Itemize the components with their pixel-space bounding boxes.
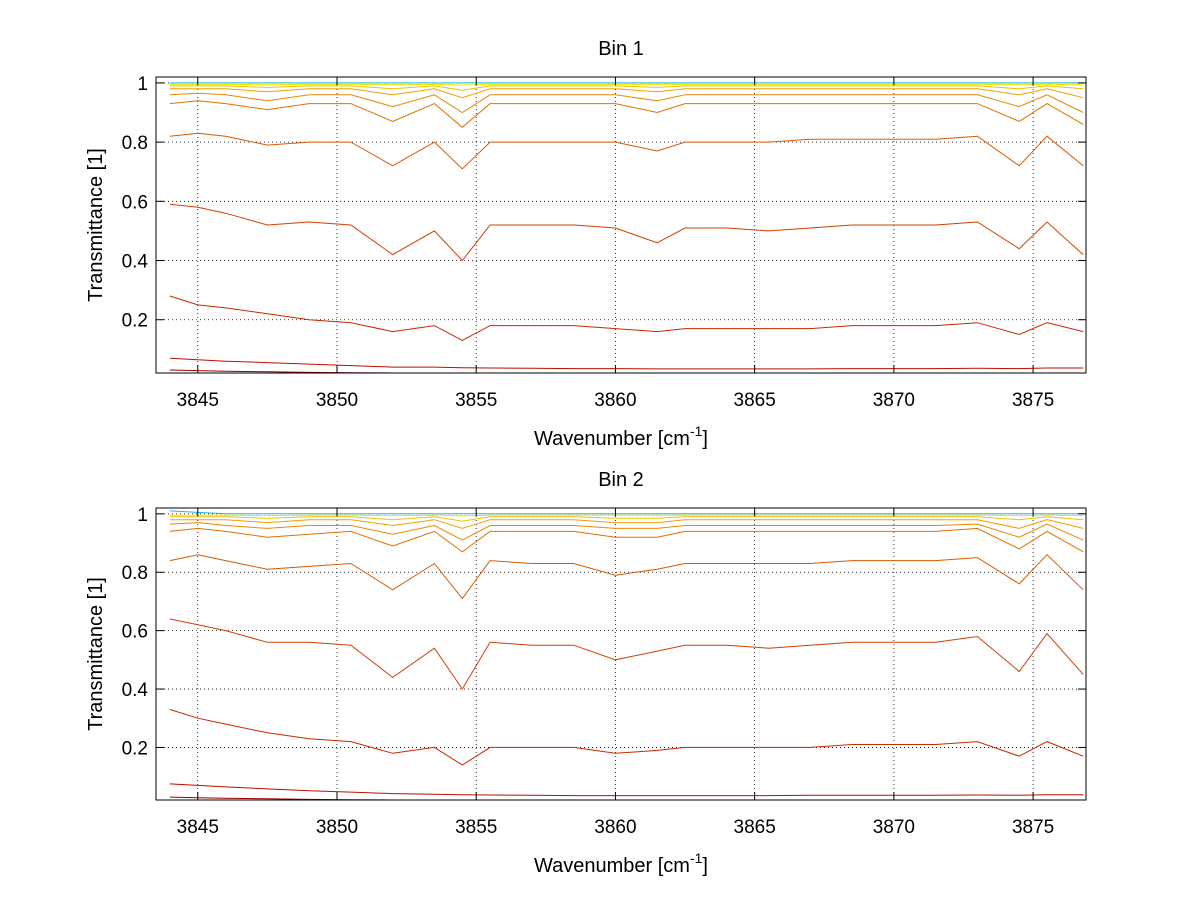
chart-title: Bin 1 xyxy=(598,38,644,60)
series-line-2 xyxy=(169,83,1084,86)
x-tick-label: 3855 xyxy=(455,817,497,838)
series-line-9 xyxy=(169,295,1084,341)
series-line-3 xyxy=(169,85,1084,91)
y-tick-label: 0.8 xyxy=(122,133,148,154)
x-tick-label: 3850 xyxy=(316,390,358,411)
chart-title: Bin 2 xyxy=(598,469,644,491)
series-line-9 xyxy=(169,709,1084,766)
x-tick-label: 3855 xyxy=(455,390,497,411)
y-tick-label: 0.4 xyxy=(122,252,149,273)
series-line-8 xyxy=(169,618,1084,690)
series-line-7 xyxy=(169,132,1084,170)
y-axis-label: Transmittance [1] xyxy=(85,148,107,302)
series-line-5 xyxy=(169,92,1084,114)
x-tick-label: 3870 xyxy=(873,390,915,411)
y-tick-label: 1 xyxy=(137,505,148,526)
x-tick-label: 3845 xyxy=(177,817,219,838)
y-tick-label: 0.2 xyxy=(122,738,148,759)
y-tick-label: 1 xyxy=(137,74,148,95)
x-axis-label: Wavenumber [cm-1] xyxy=(534,850,708,877)
x-tick-label: 3845 xyxy=(177,390,219,411)
series-line-3 xyxy=(169,516,1084,522)
series-line-5 xyxy=(169,522,1084,541)
axes-frame xyxy=(155,507,1087,801)
y-tick-label: 0.4 xyxy=(122,680,149,701)
chart-panel-1: 3845 3850 3855 3860 3865 3870 3875 0.2 0.4 0.6 0.8… xyxy=(85,38,1087,450)
series-line-4 xyxy=(169,519,1084,529)
series-line-2 xyxy=(169,514,1084,517)
x-tick-label: 3860 xyxy=(594,390,636,411)
series-line-1 xyxy=(169,510,1084,515)
series-line-6 xyxy=(169,100,1084,128)
x-tick-label: 3865 xyxy=(734,817,776,838)
y-tick-label: 0.6 xyxy=(122,622,148,643)
y-axis-label: Transmittance [1] xyxy=(85,577,107,731)
chart-panel-2: 3845 3850 3855 3860 3865 3870 3875 0.2 0.4 0.6 0.8… xyxy=(85,469,1087,877)
x-tick-label: 3875 xyxy=(1012,390,1054,411)
series-line-10 xyxy=(169,783,1084,797)
series-line-7 xyxy=(169,553,1084,600)
y-tick-label: 0.8 xyxy=(122,563,148,584)
series-line-6 xyxy=(169,527,1084,553)
x-axis-label: Wavenumber [cm-1] xyxy=(534,423,708,450)
x-tick-label: 3875 xyxy=(1012,817,1054,838)
y-tick-label: 0.6 xyxy=(122,192,148,213)
series-line-4 xyxy=(169,88,1084,99)
x-tick-label: 3870 xyxy=(873,817,915,838)
series-line-10 xyxy=(169,357,1084,370)
series-line-8 xyxy=(169,203,1084,262)
y-tick-label: 0.2 xyxy=(122,311,148,332)
x-tick-label: 3865 xyxy=(734,390,776,411)
x-tick-label: 3860 xyxy=(594,817,636,838)
x-tick-label: 3850 xyxy=(316,817,358,838)
axes-frame xyxy=(155,76,1087,374)
